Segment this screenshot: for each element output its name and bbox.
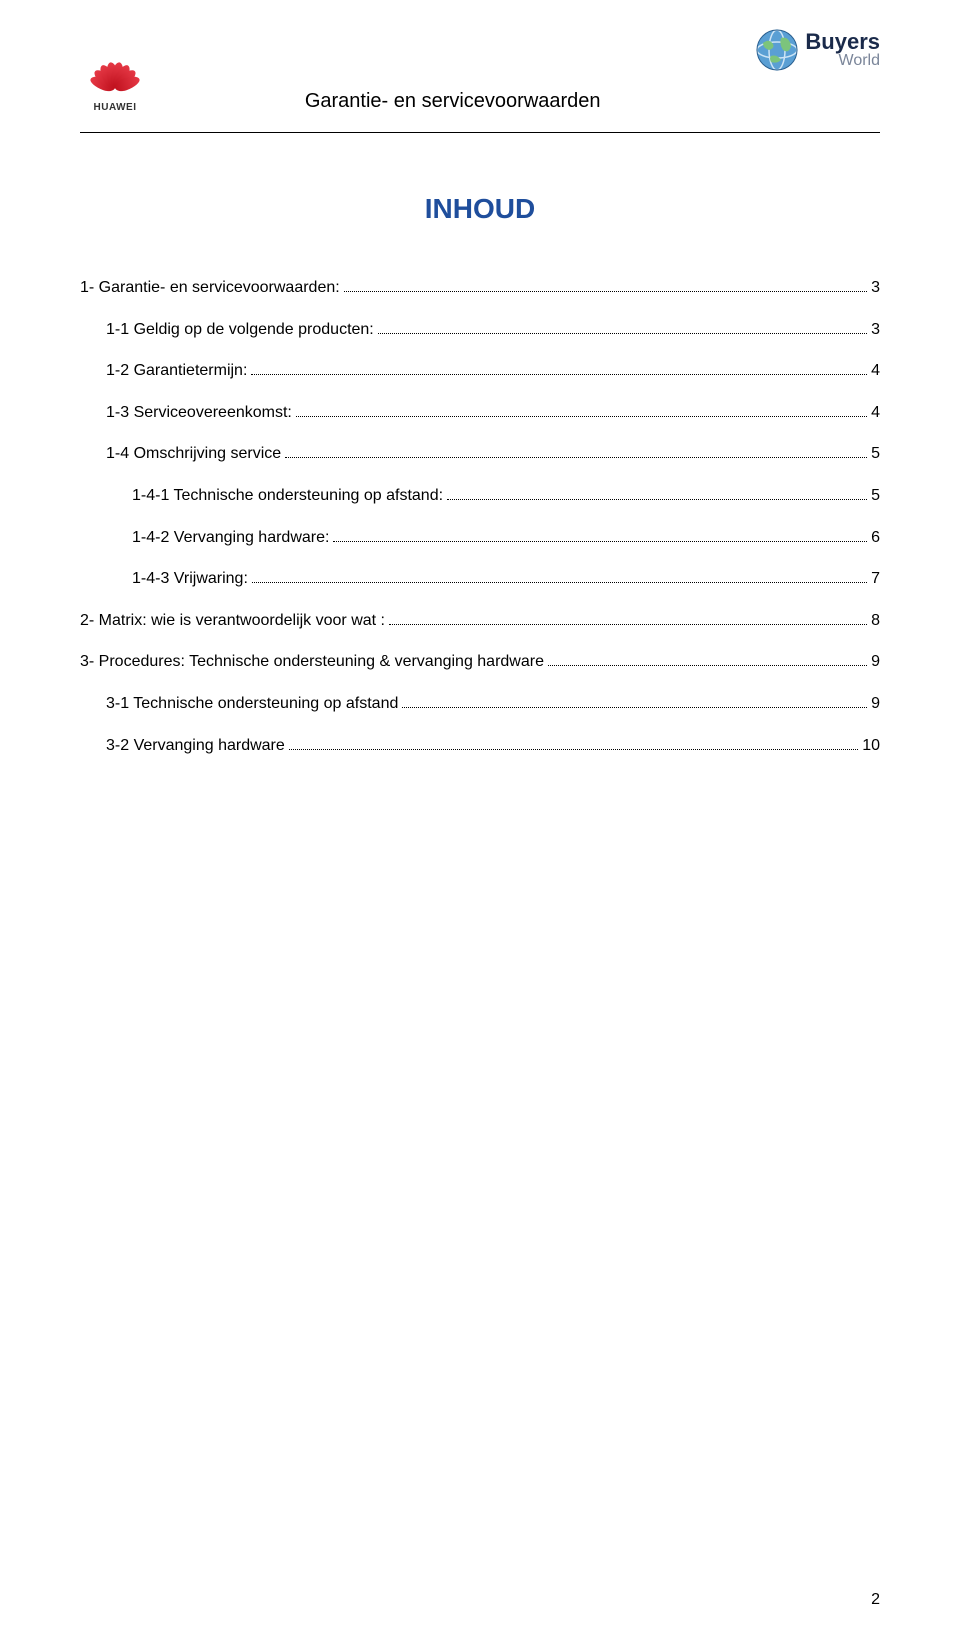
- buyers-label-top: Buyers: [805, 31, 880, 53]
- toc-label: 3-2 Vervanging hardware: [106, 733, 285, 759]
- toc-leader-dots: [402, 707, 867, 708]
- toc-page-number: 5: [871, 441, 880, 467]
- toc-leader-dots: [333, 541, 867, 542]
- toc-leader-dots: [289, 749, 858, 750]
- toc-row: 1-4-2 Vervanging hardware: 6: [80, 525, 880, 551]
- page-number: 2: [871, 1591, 880, 1609]
- toc-row: 1- Garantie- en servicevoorwaarden: 3: [80, 275, 880, 301]
- toc-row: 3- Procedures: Technische ondersteuning …: [80, 649, 880, 675]
- toc-label: 1-4 Omschrijving service: [106, 441, 281, 467]
- toc-row: 1-4-3 Vrijwaring: 7: [80, 566, 880, 592]
- toc-page-number: 3: [871, 275, 880, 301]
- header: HUAWEI Garantie- en servicevoorwaarden B…: [80, 20, 880, 120]
- toc-leader-dots: [251, 374, 867, 375]
- huawei-petals-icon: [85, 50, 145, 100]
- toc-leader-dots: [285, 457, 867, 458]
- toc-page-number: 4: [871, 400, 880, 426]
- toc-page-number: 5: [871, 483, 880, 509]
- header-divider: [80, 132, 880, 133]
- toc-row: 1-4 Omschrijving service 5: [80, 441, 880, 467]
- toc-label: 2- Matrix: wie is verantwoordelijk voor …: [80, 608, 385, 634]
- toc-title: INHOUD: [80, 193, 880, 225]
- table-of-contents: 1- Garantie- en servicevoorwaarden: 31-1…: [80, 275, 880, 758]
- toc-label: 3-1 Technische ondersteuning op afstand: [106, 691, 398, 717]
- toc-row: 2- Matrix: wie is verantwoordelijk voor …: [80, 608, 880, 634]
- toc-leader-dots: [447, 499, 867, 500]
- toc-page-number: 8: [871, 608, 880, 634]
- toc-row: 1-2 Garantietermijn: 4: [80, 358, 880, 384]
- toc-page-number: 7: [871, 566, 880, 592]
- toc-leader-dots: [296, 416, 867, 417]
- toc-row: 1-1 Geldig op de volgende producten: 3: [80, 317, 880, 343]
- toc-row: 3-1 Technische ondersteuning op afstand …: [80, 691, 880, 717]
- buyers-world-logo: Buyers World: [755, 28, 880, 72]
- toc-page-number: 9: [871, 691, 880, 717]
- toc-leader-dots: [344, 291, 867, 292]
- toc-row: 3-2 Vervanging hardware 10: [80, 733, 880, 759]
- toc-page-number: 4: [871, 358, 880, 384]
- document-title: Garantie- en servicevoorwaarden: [150, 90, 755, 113]
- buyers-world-text: Buyers World: [805, 31, 880, 69]
- toc-page-number: 6: [871, 525, 880, 551]
- toc-page-number: 9: [871, 649, 880, 675]
- document-page: HUAWEI Garantie- en servicevoorwaarden B…: [0, 0, 960, 1639]
- toc-label: 3- Procedures: Technische ondersteuning …: [80, 649, 544, 675]
- toc-label: 1-2 Garantietermijn:: [106, 358, 247, 384]
- toc-label: 1-1 Geldig op de volgende producten:: [106, 317, 374, 343]
- toc-label: 1-4-2 Vervanging hardware:: [132, 525, 329, 551]
- toc-leader-dots: [378, 333, 867, 334]
- toc-row: 1-3 Serviceovereenkomst: 4: [80, 400, 880, 426]
- toc-label: 1-4-1 Technische ondersteuning op afstan…: [132, 483, 443, 509]
- toc-label: 1- Garantie- en servicevoorwaarden:: [80, 275, 340, 301]
- toc-leader-dots: [548, 665, 867, 666]
- huawei-label: HUAWEI: [80, 102, 150, 113]
- buyers-label-bottom: World: [805, 53, 880, 69]
- toc-label: 1-4-3 Vrijwaring:: [132, 566, 248, 592]
- toc-page-number: 3: [871, 317, 880, 343]
- toc-row: 1-4-1 Technische ondersteuning op afstan…: [80, 483, 880, 509]
- toc-leader-dots: [389, 624, 867, 625]
- globe-icon: [755, 28, 799, 72]
- huawei-logo: HUAWEI: [80, 50, 150, 113]
- toc-page-number: 10: [862, 733, 880, 759]
- toc-label: 1-3 Serviceovereenkomst:: [106, 400, 292, 426]
- toc-leader-dots: [252, 582, 867, 583]
